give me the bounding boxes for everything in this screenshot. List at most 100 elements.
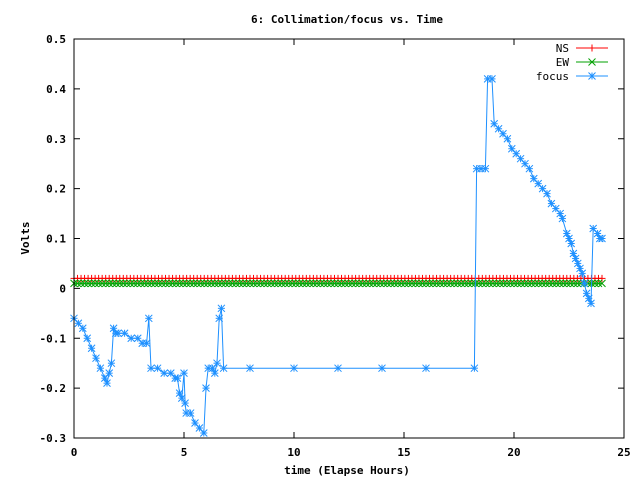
data-point: [531, 279, 539, 288]
data-point: [422, 279, 430, 288]
data-point: [84, 279, 92, 288]
data-point: [376, 279, 385, 288]
data-point: [277, 279, 286, 288]
y-tick-label: -0.2: [40, 382, 67, 395]
data-point: [153, 364, 162, 373]
data-point: [341, 279, 349, 288]
data-point: [87, 344, 96, 353]
data-point: [390, 279, 399, 288]
data-point: [569, 279, 578, 288]
x-tick-label: 10: [287, 446, 300, 459]
data-point: [232, 279, 240, 288]
legend-label: EW: [556, 56, 570, 69]
data-point: [260, 279, 268, 288]
data-point: [432, 279, 441, 288]
data-point: [436, 279, 444, 288]
data-point: [295, 279, 304, 288]
data-point: [219, 364, 228, 373]
data-point: [598, 274, 606, 282]
data-point: [115, 279, 124, 288]
data-point: [534, 279, 543, 288]
data-point: [598, 279, 606, 288]
data-point: [453, 279, 462, 288]
data-point: [323, 279, 332, 288]
data-point: [186, 279, 195, 288]
x-axis-label: time (Elapse Hours): [284, 464, 410, 477]
data-point: [147, 364, 155, 373]
legend-marker: [588, 58, 596, 66]
data-point: [365, 279, 374, 288]
data-point: [186, 409, 195, 417]
data-point: [348, 279, 356, 288]
data-point: [490, 119, 499, 128]
data-point: [513, 279, 522, 288]
data-point: [151, 279, 159, 288]
data-point: [358, 279, 367, 288]
data-point: [591, 279, 599, 288]
data-point: [217, 279, 226, 288]
x-tick-label: 25: [617, 446, 630, 459]
data-point: [147, 279, 156, 288]
data-point: [172, 279, 180, 288]
y-tick-label: 0: [59, 282, 66, 295]
data-point: [242, 279, 251, 288]
data-point: [355, 279, 363, 288]
data-point: [298, 279, 307, 288]
data-point: [393, 279, 402, 288]
y-tick-label: 0.5: [46, 33, 66, 46]
data-point: [573, 279, 582, 288]
data-point: [92, 354, 100, 363]
data-point: [517, 279, 525, 288]
data-point: [112, 279, 121, 288]
data-point: [577, 279, 585, 288]
data-point: [207, 279, 216, 288]
data-point: [291, 279, 300, 288]
data-point: [481, 279, 490, 288]
data-point: [313, 279, 321, 288]
data-point: [555, 279, 564, 288]
series-ew: [70, 279, 606, 288]
data-point: [499, 279, 508, 288]
data-point: [168, 279, 177, 288]
data-point: [562, 279, 571, 288]
data-point: [83, 334, 92, 343]
data-point: [587, 299, 595, 308]
legend-marker: [588, 72, 596, 80]
data-point: [538, 184, 547, 193]
data-point: [122, 279, 131, 288]
series-ns: [70, 274, 606, 282]
data-point: [316, 279, 325, 288]
data-point: [215, 314, 224, 323]
data-point: [158, 279, 166, 288]
y-tick-label: -0.3: [40, 432, 67, 445]
data-point: [91, 279, 99, 288]
data-point: [120, 329, 129, 338]
data-point: [288, 279, 297, 288]
data-point: [302, 279, 311, 288]
data-point: [228, 279, 237, 288]
data-point: [594, 279, 603, 288]
data-point: [189, 279, 198, 288]
data-point: [274, 279, 283, 288]
data-point: [256, 279, 265, 288]
data-point: [225, 279, 233, 288]
data-point: [543, 189, 551, 198]
data-point: [372, 279, 381, 288]
y-tick-label: -0.1: [40, 332, 67, 345]
y-tick-label: 0.3: [46, 133, 66, 146]
data-point: [474, 279, 483, 288]
data-point: [334, 364, 342, 373]
data-point: [210, 369, 219, 378]
data-point: [119, 279, 128, 288]
data-point: [129, 279, 138, 288]
data-point: [235, 279, 244, 288]
x-tick-label: 20: [507, 446, 520, 459]
data-point: [404, 279, 413, 288]
data-point: [193, 279, 202, 288]
data-point: [443, 279, 451, 288]
data-point: [73, 279, 82, 288]
x-tick-label: 15: [397, 446, 410, 459]
data-point: [520, 279, 529, 288]
data-point: [180, 369, 188, 378]
